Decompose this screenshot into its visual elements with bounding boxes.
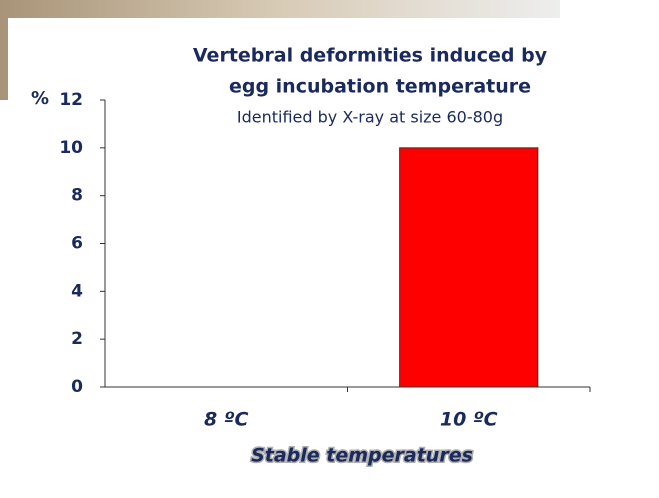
panel: [8, 18, 659, 498]
y-tick-label: 12: [59, 90, 83, 110]
chart-subtitle: Identified by X-ray at size 60-80g: [237, 108, 503, 127]
y-tick-label: 0: [71, 377, 83, 397]
y-tick-label: 4: [71, 281, 83, 301]
chart-title: egg incubation temperature: [229, 76, 531, 98]
bar: [399, 147, 539, 388]
y-tick-label: 2: [71, 329, 83, 349]
chart-title: Vertebral deformities induced by: [193, 45, 548, 67]
x-tick-label: 10 ºC: [440, 409, 498, 431]
y-axis-label: %: [31, 88, 49, 109]
y-tick-label: 6: [71, 234, 83, 254]
x-tick-label: 8 ºC: [204, 409, 249, 431]
y-tick-label: 8: [71, 186, 83, 206]
x-axis-label: Stable temperatures: [251, 445, 473, 467]
y-tick-label: 10: [59, 138, 83, 158]
